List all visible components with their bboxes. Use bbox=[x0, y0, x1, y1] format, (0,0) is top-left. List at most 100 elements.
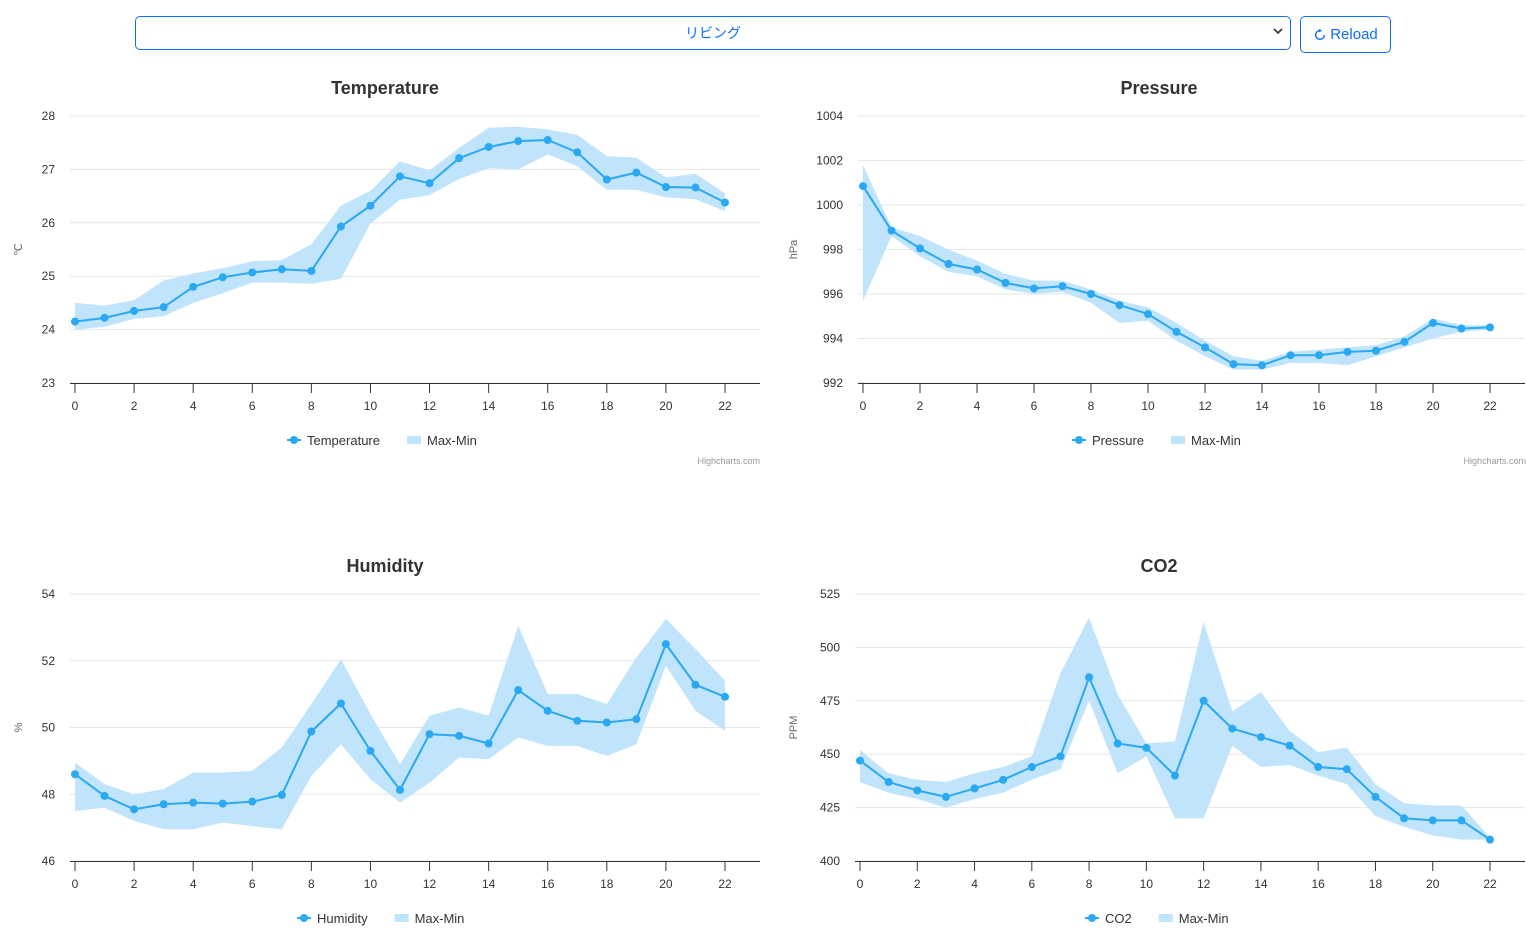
data-point bbox=[941, 792, 950, 801]
data-point bbox=[916, 244, 924, 253]
legend-band-symbol bbox=[1158, 914, 1173, 922]
x-tick-label: 4 bbox=[190, 399, 197, 413]
x-tick-label: 20 bbox=[659, 399, 673, 413]
x-tick-label: 10 bbox=[364, 877, 378, 891]
data-point bbox=[248, 268, 257, 277]
data-point bbox=[1486, 323, 1494, 332]
data-point bbox=[1256, 733, 1265, 742]
data-point bbox=[307, 266, 316, 275]
data-point bbox=[632, 168, 641, 177]
data-point bbox=[944, 259, 953, 268]
data-point bbox=[1144, 310, 1152, 319]
x-tick-label: 2 bbox=[917, 399, 924, 413]
y-tick-label: 500 bbox=[820, 640, 840, 654]
x-tick-label: 22 bbox=[1483, 399, 1497, 413]
y-tick-label: 25 bbox=[42, 269, 56, 283]
data-point bbox=[425, 179, 434, 188]
data-point bbox=[632, 715, 641, 724]
data-point bbox=[1087, 290, 1095, 298]
reload-button[interactable]: Reload bbox=[1300, 16, 1391, 53]
data-point bbox=[661, 183, 670, 192]
pressure-chart: Pressure 992 994 996 998 1000 1002 1004 hPa 0 2 4 6 8… bbox=[775, 70, 1526, 475]
data-point bbox=[366, 746, 375, 755]
data-point bbox=[1056, 752, 1065, 761]
data-point bbox=[661, 640, 670, 649]
data-point bbox=[1085, 673, 1094, 682]
credits-link: Highcharts.com bbox=[1463, 456, 1526, 466]
x-tick-label: 18 bbox=[1369, 877, 1383, 891]
data-point bbox=[1058, 282, 1067, 291]
data-point bbox=[973, 265, 981, 274]
legend-band-symbol bbox=[406, 436, 421, 444]
data-point bbox=[307, 727, 316, 736]
data-point bbox=[1429, 318, 1437, 327]
data-point bbox=[484, 142, 493, 151]
data-point bbox=[130, 805, 139, 814]
data-point bbox=[71, 770, 79, 779]
data-point bbox=[514, 137, 523, 146]
legend-band-label: Max-Min bbox=[1191, 433, 1241, 448]
data-point bbox=[1457, 816, 1466, 825]
x-tick-label: 4 bbox=[974, 399, 981, 413]
data-point bbox=[1457, 324, 1466, 333]
x-tick-label: 6 bbox=[1031, 399, 1038, 413]
x-tick-label: 6 bbox=[1028, 877, 1035, 891]
y-tick-label: 1004 bbox=[816, 109, 843, 123]
data-point bbox=[277, 790, 286, 799]
chevron-down-icon bbox=[1273, 28, 1283, 35]
y-tick-label: 425 bbox=[820, 801, 840, 815]
y-tick-label: 50 bbox=[42, 721, 56, 735]
data-point bbox=[887, 226, 896, 235]
legend-band-label: Max-Min bbox=[1179, 911, 1229, 926]
data-point bbox=[913, 786, 922, 795]
data-point bbox=[218, 799, 227, 808]
x-tick-label: 18 bbox=[1369, 399, 1383, 413]
data-point bbox=[455, 154, 464, 163]
x-tick-label: 4 bbox=[971, 877, 978, 891]
x-tick-label: 10 bbox=[1140, 877, 1154, 891]
data-point bbox=[455, 731, 464, 740]
data-point bbox=[859, 182, 867, 191]
x-tick-label: 12 bbox=[1198, 399, 1212, 413]
top-controls: リビング Reload bbox=[135, 16, 1391, 53]
y-axis-label: PPM bbox=[788, 716, 800, 740]
x-tick-label: 12 bbox=[423, 877, 437, 891]
data-point bbox=[1171, 771, 1179, 780]
data-point bbox=[1486, 835, 1494, 844]
data-point bbox=[884, 777, 893, 786]
y-tick-label: 54 bbox=[42, 587, 56, 601]
x-tick-label: 22 bbox=[718, 877, 732, 891]
data-point bbox=[396, 172, 404, 181]
x-tick-label: 18 bbox=[600, 399, 614, 413]
data-point bbox=[602, 718, 611, 727]
data-point bbox=[721, 692, 729, 701]
y-tick-label: 23 bbox=[42, 376, 56, 390]
data-point bbox=[1314, 763, 1323, 772]
y-axis-label: hPa bbox=[788, 239, 800, 259]
legend-series-label: Temperature bbox=[307, 433, 380, 448]
y-tick-label: 27 bbox=[42, 162, 56, 176]
x-tick-label: 14 bbox=[1254, 877, 1268, 891]
y-tick-label: 48 bbox=[42, 787, 56, 801]
chart-title: Temperature bbox=[331, 78, 439, 98]
data-point bbox=[1258, 361, 1266, 370]
data-point bbox=[189, 282, 198, 291]
x-tick-label: 0 bbox=[72, 877, 79, 891]
data-point bbox=[1286, 351, 1295, 360]
y-tick-label: 998 bbox=[823, 243, 843, 257]
y-tick-label: 400 bbox=[820, 854, 840, 868]
legend-series-marker bbox=[300, 914, 308, 922]
x-tick-label: 16 bbox=[1312, 877, 1326, 891]
legend-series-label: CO2 bbox=[1105, 911, 1132, 926]
data-point bbox=[248, 797, 257, 806]
data-point bbox=[277, 265, 286, 274]
data-point bbox=[484, 739, 493, 748]
y-tick-label: 992 bbox=[823, 376, 843, 390]
room-select[interactable]: リビング bbox=[135, 16, 1291, 50]
data-point bbox=[366, 201, 375, 210]
legend: Pressure Max-Min bbox=[1072, 433, 1241, 448]
x-tick-label: 14 bbox=[482, 399, 496, 413]
x-tick-label: 10 bbox=[1141, 399, 1155, 413]
x-tick-label: 8 bbox=[1088, 399, 1095, 413]
